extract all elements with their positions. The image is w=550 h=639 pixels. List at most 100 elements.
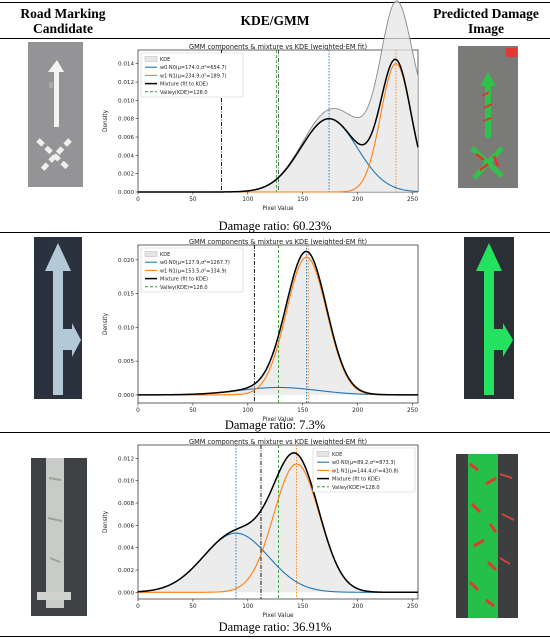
table-bottom-rule (0, 636, 550, 637)
legend-entry: w0·N0(μ=174.0,σ²=654.7) (160, 65, 227, 71)
y-tick-label: 0.008 (118, 501, 134, 507)
legend-box (312, 447, 416, 493)
kde-fill (138, 0, 418, 193)
y-tick-label: 0.010 (118, 479, 134, 485)
legend-kde-swatch (144, 56, 158, 62)
legend-entry: w0·N0(μ=89.2,σ²=873.3) (332, 460, 396, 466)
y-tick-label: 0.005 (118, 359, 134, 365)
header-road-marking-candidate: Road Marking Candidate (20, 6, 106, 36)
header-predicted-damage-image: Predicted Damage Image (433, 6, 539, 36)
y-tick-label: 0.000 (118, 393, 134, 399)
x-tick-label: 150 (297, 197, 308, 203)
header-rule (0, 38, 550, 39)
x-tick-label: 0 (136, 604, 140, 610)
legend-entry: KDE (160, 252, 170, 258)
kde-gmm-chart-3: GMM components & mixture vs KDE (weighte… (103, 438, 419, 619)
legend-entry: w1·N1(μ=144.4,σ²=430.8) (332, 468, 399, 474)
x-axis-label: Pixel Value (262, 613, 294, 619)
damage-ratio-3: Damage ratio: 36.91% (218, 620, 332, 634)
kde-fill (138, 452, 418, 593)
legend-box (140, 247, 244, 293)
y-tick-label: 0.000 (118, 190, 134, 196)
predicted-damage-photo-1 (458, 46, 518, 188)
legend-kde-swatch (144, 251, 158, 257)
x-tick-label: 100 (242, 408, 253, 414)
row-divider-2 (0, 432, 550, 433)
arrow-damage-overlay-photo-icon (458, 46, 518, 188)
y-tick-label: 0.008 (118, 117, 134, 123)
y-tick-label: 0.002 (118, 172, 134, 178)
x-tick-label: 200 (352, 408, 363, 414)
x-tick-label: 250 (407, 408, 418, 414)
road-marking-candidate-photo-1 (28, 42, 83, 187)
legend-entry: Mixture (fit to KDE) (332, 477, 380, 483)
x-tick-label: 150 (297, 408, 308, 414)
y-tick-label: 0.006 (118, 523, 134, 529)
legend-entry: Valley(KDE)=128.0 (332, 485, 380, 491)
legend-entry: w0·N0(μ=127.9,σ²=1267.7) (160, 260, 230, 266)
y-axis-label: Density (103, 510, 109, 533)
legend-entry: KDE (160, 57, 170, 63)
row-divider-1 (0, 232, 550, 233)
chart-title: GMM components & mixture vs KDE (weighte… (189, 43, 367, 51)
road-marking-candidate-photo-3 (31, 458, 87, 616)
chart-title: GMM components & mixture vs KDE (weighte… (189, 238, 367, 246)
legend-box (140, 52, 244, 98)
x-tick-label: 0 (136, 408, 140, 414)
lane-line-marking-photo-icon (31, 458, 87, 616)
arrow-with-x-marking-photo-icon (28, 42, 83, 187)
x-tick-label: 100 (242, 604, 253, 610)
predicted-damage-photo-3 (456, 454, 518, 618)
y-tick-label: 0.010 (118, 325, 134, 331)
chart-title: GMM components & mixture vs KDE (weighte… (189, 438, 367, 446)
road-marking-candidate-photo-2 (34, 237, 82, 399)
mixture-line (137, 250, 418, 396)
y-tick-label: 0.004 (118, 153, 134, 159)
y-tick-label: 0.020 (118, 258, 134, 264)
legend-entry: Valley(KDE)=128.0 (160, 90, 208, 96)
x-tick-label: 200 (352, 604, 363, 610)
y-axis-label: Density (103, 312, 109, 335)
straight-right-arrow-marking-photo-icon (34, 237, 82, 399)
kde-gmm-chart-2: GMM components & mixture vs KDE (weighte… (103, 238, 419, 423)
legend-entry: w1·N1(μ=153.5,σ²=334.9) (160, 268, 227, 274)
damage-ratio-1: Damage ratio: 60.23% (218, 219, 332, 233)
x-tick-label: 200 (352, 197, 363, 203)
y-tick-label: 0.014 (118, 62, 134, 68)
x-axis-label: Pixel Value (262, 206, 294, 212)
x-tick-label: 250 (407, 197, 418, 203)
predicted-damage-photo-2 (464, 237, 514, 399)
mixture-line (137, 452, 418, 594)
legend-entry: Mixture (fit to KDE) (160, 82, 208, 88)
mixture-line (138, 58, 419, 193)
legend-entry: w1·N1(μ=234.9,σ²=189.7) (160, 73, 227, 79)
x-tick-label: 250 (407, 604, 418, 610)
x-tick-label: 50 (189, 408, 197, 414)
x-tick-label: 50 (189, 197, 197, 203)
damage-ratio-2: Damage ratio: 7.3% (224, 418, 326, 432)
y-tick-label: 0.000 (118, 590, 134, 596)
x-tick-label: 100 (242, 197, 253, 203)
lane-line-damage-overlay-photo-icon (456, 454, 518, 618)
y-tick-label: 0.006 (118, 135, 134, 141)
y-tick-label: 0.012 (118, 80, 134, 86)
kde-fill (138, 251, 418, 395)
y-tick-label: 0.012 (118, 456, 134, 462)
y-tick-label: 0.002 (118, 568, 134, 574)
kde-gmm-chart-1: GMM components & mixture vs KDE (weighte… (103, 0, 419, 212)
legend-entry: KDE (332, 452, 342, 458)
y-tick-label: 0.015 (118, 292, 134, 298)
y-axis-label: Density (103, 109, 109, 132)
y-tick-label: 0.010 (118, 98, 134, 104)
legend-kde-swatch (316, 451, 330, 457)
legend-entry: Mixture (fit to KDE) (160, 277, 208, 283)
table-top-rule (0, 2, 550, 3)
header-kde-gmm: KDE/GMM (240, 13, 310, 28)
straight-right-arrow-green-overlay-photo-icon (464, 237, 514, 399)
x-tick-label: 150 (297, 604, 308, 610)
y-tick-label: 0.004 (118, 546, 134, 552)
x-tick-label: 50 (189, 604, 197, 610)
legend-entry: Valley(KDE)=128.0 (160, 285, 208, 291)
x-axis-label: Pixel Value (262, 417, 294, 423)
x-tick-label: 0 (136, 197, 140, 203)
